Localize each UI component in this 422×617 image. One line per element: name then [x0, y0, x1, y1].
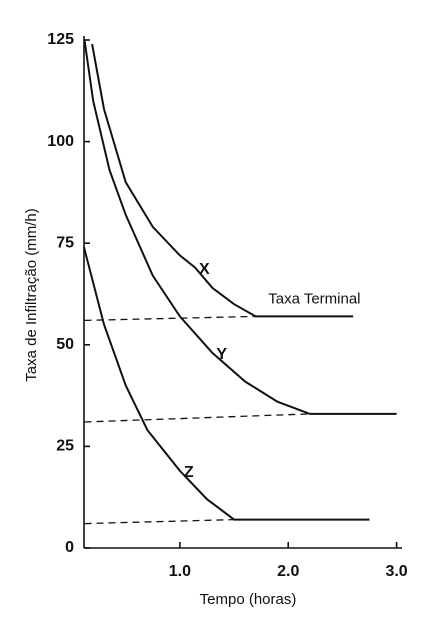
y-axis-label: Taxa de Infiltração (mm/h)	[23, 208, 40, 381]
line	[91, 43, 354, 318]
x-axis-label: Tempo (horas)	[200, 591, 297, 608]
x-tick-label: 3.0	[385, 563, 407, 580]
line	[83, 39, 397, 415]
y-tick-label: 50	[56, 336, 74, 353]
terminal-line	[84, 413, 310, 423]
x-tick-label: 2.0	[277, 563, 299, 580]
y-tick-label: 25	[56, 438, 74, 455]
series-label: Z	[184, 464, 194, 481]
line	[83, 247, 370, 521]
terminal-line	[84, 315, 256, 322]
y-tick-label: 100	[47, 133, 74, 150]
y-tick-label: 0	[65, 539, 74, 556]
y-tick-label: 125	[47, 31, 74, 48]
x-tick-label: 1.0	[169, 563, 191, 580]
y-tick-label: 75	[56, 234, 74, 251]
series-label: X	[199, 261, 210, 278]
annotation: Taxa Terminal	[268, 290, 360, 307]
terminal-line	[84, 518, 235, 525]
series-label: Y	[216, 346, 227, 363]
